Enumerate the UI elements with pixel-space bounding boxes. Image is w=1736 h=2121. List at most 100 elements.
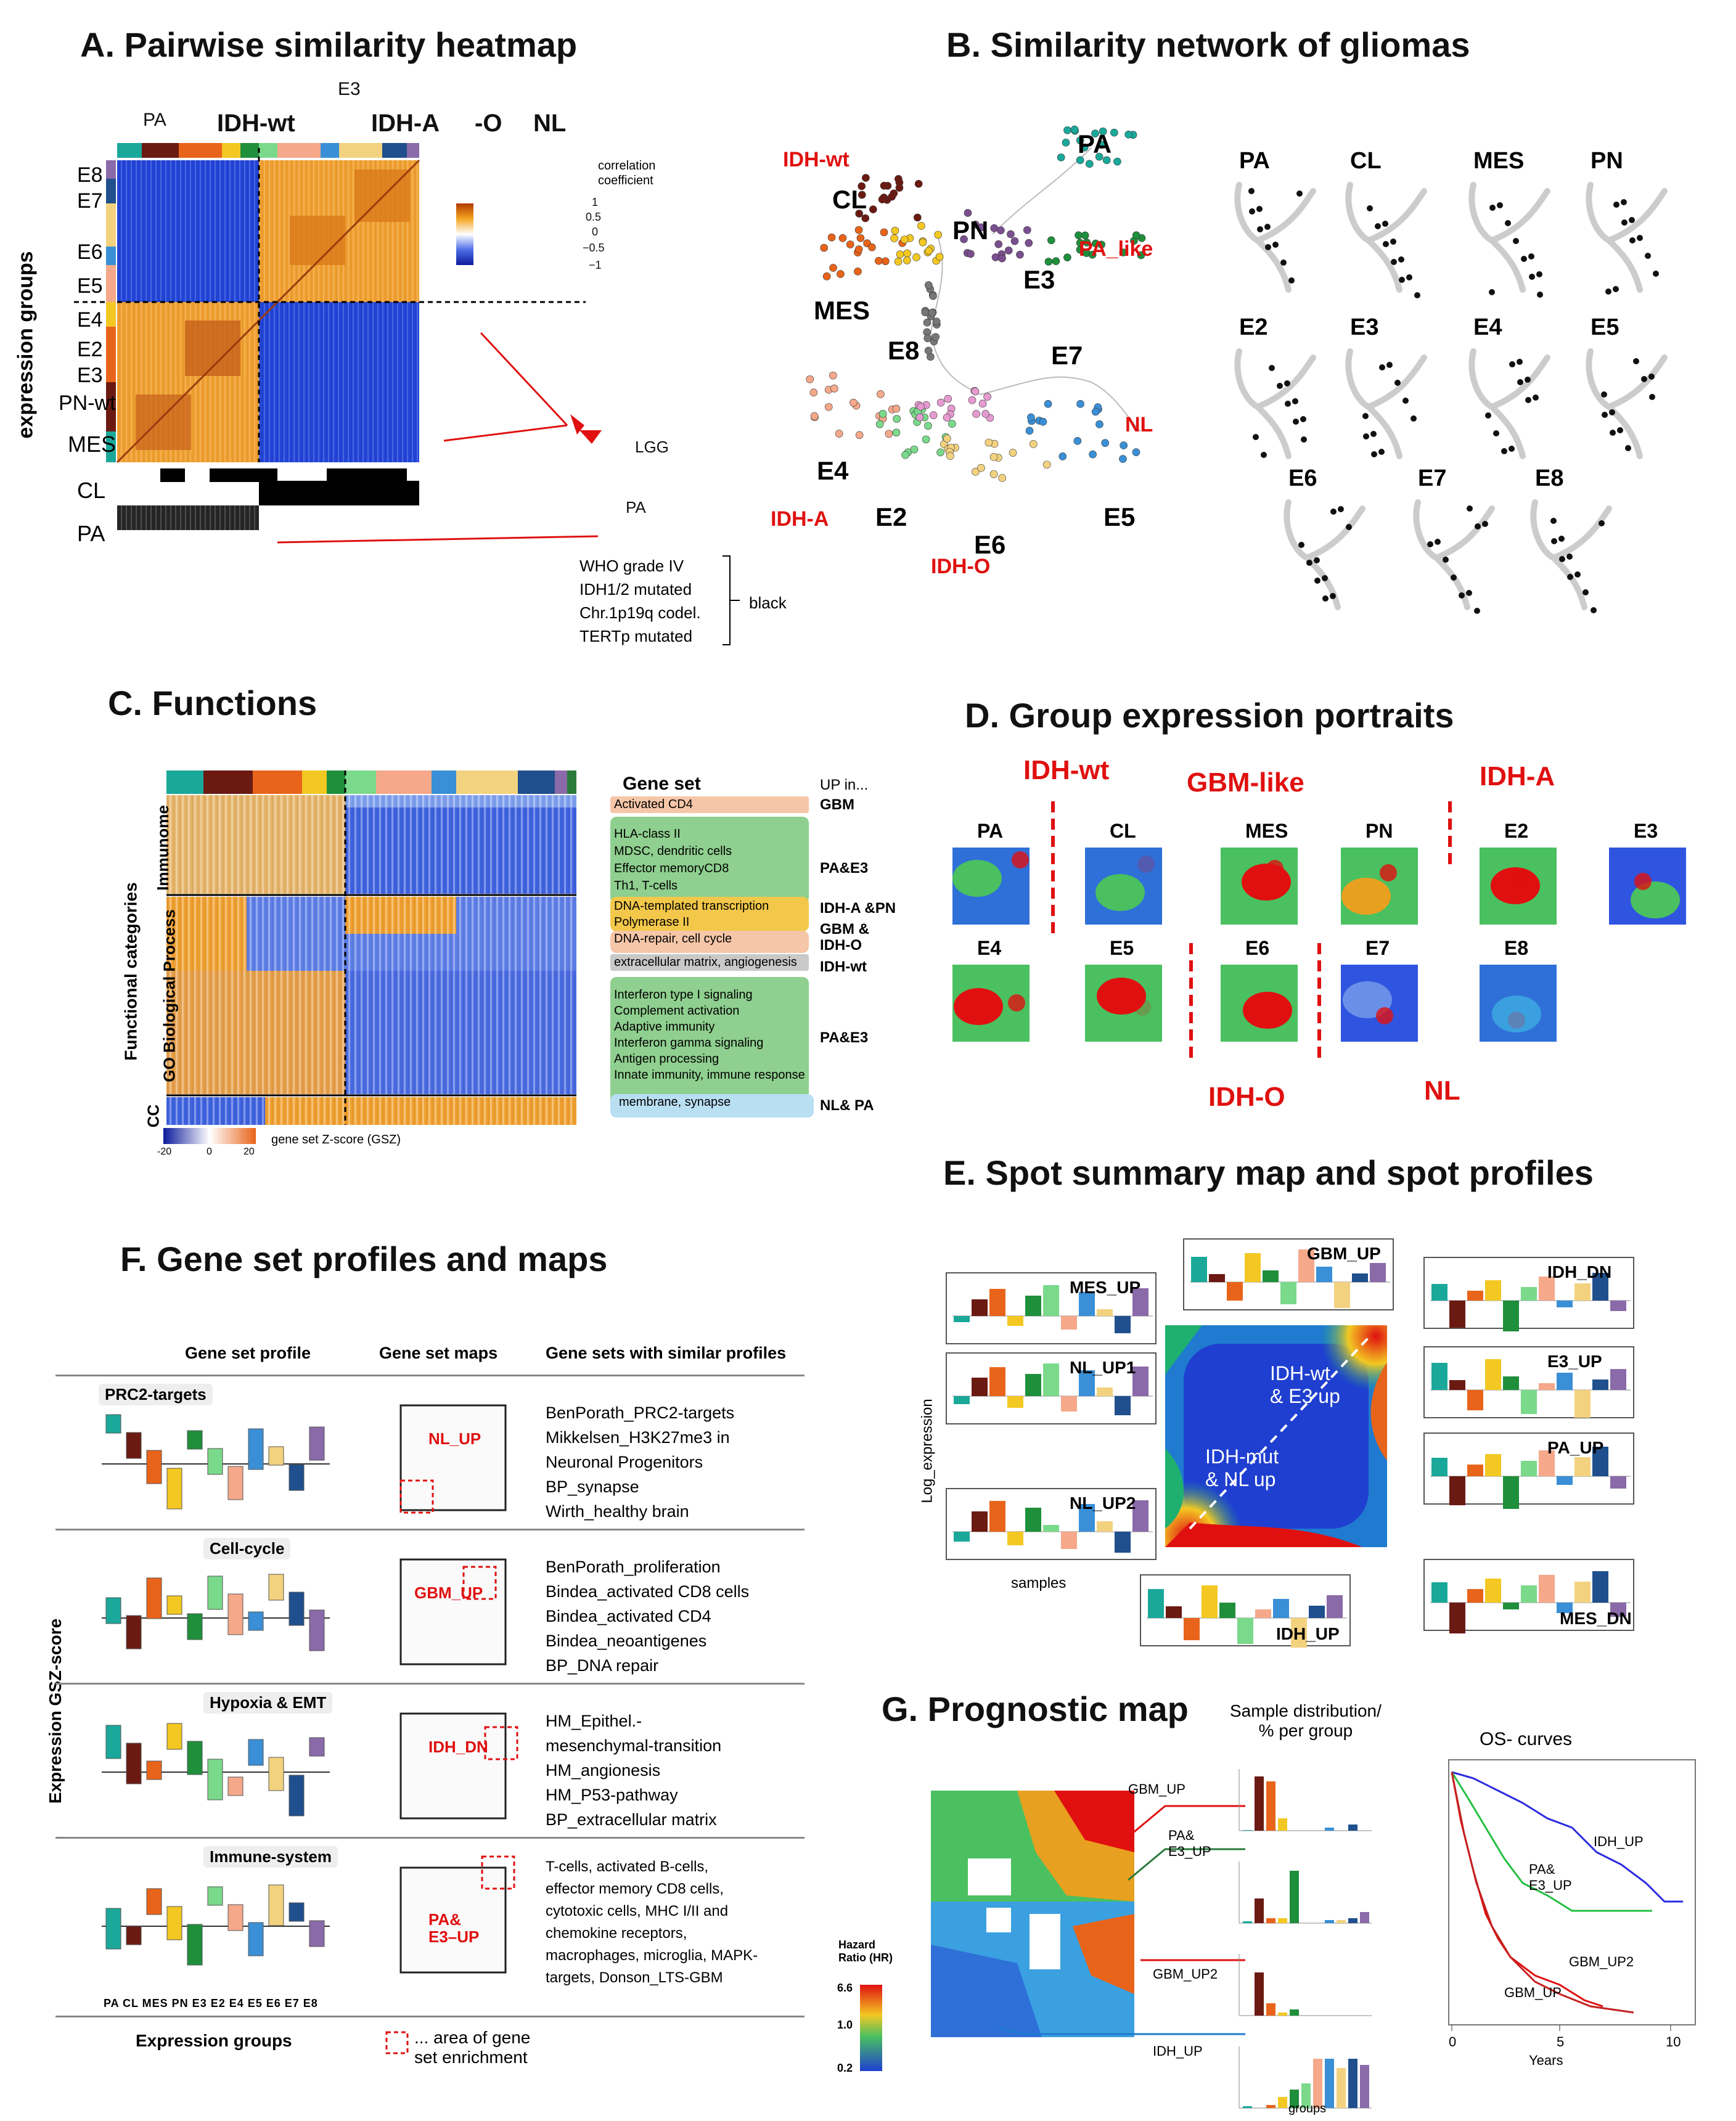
similar-gene-set: BenPorath_proliferation [546,1558,721,1576]
network-node [880,181,888,190]
mini-node [1648,374,1655,380]
gsz-tick-m20: -20 [157,1146,172,1157]
mini-node [1521,256,1527,262]
mini-node [1633,358,1639,364]
network-node [869,205,877,213]
network-node [835,430,843,438]
mini-node [1391,259,1397,265]
mini-node [1296,190,1303,197]
mini-node [1610,430,1616,436]
os-tick-5: 5 [1557,2034,1565,2049]
network-node [1102,156,1111,165]
func-set-repair: DNA-repair, cell cycle [610,931,809,953]
panel-b-title: B. Similarity network of gliomas [946,25,1470,64]
mini-network [1234,182,1316,293]
network-node [1119,248,1128,256]
portrait-group-idha: IDH-A [1480,761,1555,791]
similar-gene-set: BP_DNA repair [546,1656,659,1675]
network-node [1052,257,1060,266]
network-node [892,404,901,413]
gene-set-map [399,1712,507,1820]
func-set-cd4: Activated CD4 [610,796,809,813]
gene-set-boxplot [102,1414,330,1510]
network-node [854,226,863,234]
f-legend: ... area of gene set enrichment [414,2028,531,2067]
mini-network-label: E4 [1473,314,1502,340]
group-pa-label: PA [143,110,166,130]
bar-idh: IDH1/2 mutated [579,580,692,599]
portrait-label: PN [1365,820,1393,842]
gene-set-boxplot [102,1884,330,1966]
similar-gene-set: Bindea_neoantigenes [546,1632,707,1650]
gene-set-name: Cell-cycle [203,1538,291,1559]
net-pa: PA [1078,129,1112,158]
mini-node [1410,415,1417,422]
bars-brace [723,555,740,645]
gsz-tick-20: 20 [244,1146,255,1157]
spot-callouts [998,1805,1245,2035]
spot-profile [1423,1346,1634,1418]
spot-profile [1423,1559,1634,1633]
spot-profile-label: PA_UP [1547,1438,1604,1457]
mini-node [1298,542,1304,548]
group-idha-label: IDH-A [371,110,440,137]
os-x-label: Years [1529,2053,1563,2068]
network-node [1089,450,1097,459]
g-spot-pae3: PA& E3_UP [1168,1828,1211,1859]
corr-legend-title-2: coefficient [598,174,653,187]
network-node [880,228,888,237]
network-node [929,292,937,300]
network-node [891,226,899,235]
mini-node [1509,361,1515,367]
net-pn: PN [952,216,989,245]
spot-text-idhmut: IDH-mut & NL up [1205,1445,1279,1490]
network-node [989,470,998,478]
similar-gene-set: HM_Epithel.- [546,1712,642,1730]
network-node [822,272,831,280]
mini-node [1474,608,1480,614]
network-node [1062,139,1070,147]
g-spot-gbm2: GBM_UP2 [1153,1966,1218,1982]
col-header-similar: Gene sets with similar profiles [546,1344,787,1362]
bar-chr: Chr.1p19q codel. [579,603,701,622]
hazard-tick-lo: 0.2 [837,2062,853,2074]
network-node [824,403,833,411]
bar-who: WHO grade IV [579,557,684,575]
mini-node [1558,536,1565,542]
mini-node [1566,554,1573,560]
net-nl: NL [1125,413,1153,436]
network-node [1027,413,1035,422]
hazard-tick-mid: 1.0 [837,2019,853,2031]
hazard-title: Hazard Ratio (HR) [838,1939,893,1964]
portrait-dividers [1051,801,1452,1060]
portrait-group-gbm: GBM-like [1187,767,1304,798]
row-separator [55,1683,805,1685]
hazard-scale [860,1985,882,2071]
mini-node [1399,277,1405,283]
mini-node [1277,383,1283,389]
net-idho: IDH-O [931,555,991,578]
mini-node [1489,205,1496,211]
gsz-scale-label: gene set Z-score (GSZ) [271,1133,401,1146]
net-mes: MES [814,296,870,325]
mini-node [1248,188,1255,194]
network-node [892,428,901,437]
row-separator [55,1375,805,1376]
heat-row-e5: E5 [77,274,103,298]
portrait-label: E8 [1504,937,1529,959]
mini-node [1390,239,1396,245]
gene-set-name: Hypoxia & EMT [203,1692,333,1714]
similar-gene-set: Mikkelsen_H3K27me3 in [546,1428,730,1447]
mini-node [1293,419,1299,425]
gene-set-map [399,1558,507,1665]
network-node [917,222,925,230]
network-node [877,390,885,398]
spot-profile-label: NL_UP2 [1070,1494,1136,1513]
network-node [1119,455,1127,463]
mini-node [1613,286,1619,292]
distribution-bar [1266,2003,1275,2016]
mini-network-label: CL [1350,148,1382,174]
network-node [985,438,993,447]
mini-network [1345,182,1427,298]
row-separator [55,1837,805,1839]
